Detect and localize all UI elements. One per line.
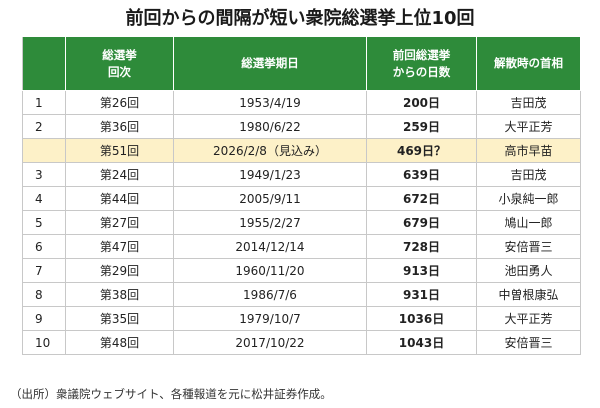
table-row: 6 第47回 2014/12/14 728日 安倍晋三: [22, 234, 581, 259]
table-row: 5 第27回 1955/2/27 679日 鳩山一郎: [22, 210, 581, 235]
cell-pm: 小泉純一郎: [476, 186, 581, 211]
header-days-line2: からの日数: [392, 64, 451, 79]
table-header-row: 総選挙 回次 総選挙期日 前回総選挙 からの日数 解散時の首相: [22, 36, 581, 91]
table-row: 2 第36回 1980/6/22 259日 大平正芳: [22, 114, 581, 139]
cell-election: 第27回: [65, 210, 174, 235]
header-days-line1: 前回総選挙: [392, 47, 451, 62]
cell-pm: 大平正芳: [476, 306, 581, 331]
cell-rank: 10: [22, 330, 66, 355]
header-rank: [22, 36, 66, 91]
table-row: 10 第48回 2017/10/22 1043日 安倍晋三: [22, 330, 581, 355]
cell-election: 第44回: [65, 186, 174, 211]
table-row: 8 第38回 1986/7/6 931日 中曽根康弘: [22, 282, 581, 307]
cell-rank: [22, 138, 66, 163]
cell-date: 1980/6/22: [173, 114, 367, 139]
cell-pm: 高市早苗: [476, 138, 581, 163]
cell-pm: 安倍晋三: [476, 330, 581, 355]
table-row: 3 第24回 1949/1/23 639日 吉田茂: [22, 162, 581, 187]
cell-days: 259日: [366, 114, 477, 139]
cell-rank: 9: [22, 306, 66, 331]
cell-rank: 8: [22, 282, 66, 307]
cell-rank: 3: [22, 162, 66, 187]
cell-rank: 2: [22, 114, 66, 139]
cell-days: 1043日: [366, 330, 477, 355]
cell-election: 第48回: [65, 330, 174, 355]
cell-days: 469日？: [366, 138, 477, 163]
cell-pm: 安倍晋三: [476, 234, 581, 259]
election-ranking-table: 総選挙 回次 総選挙期日 前回総選挙 からの日数 解散時の首相 1 第26回 1…: [22, 36, 581, 355]
cell-pm: 中曽根康弘: [476, 282, 581, 307]
cell-date: 1979/10/7: [173, 306, 367, 331]
cell-date: 1955/2/27: [173, 210, 367, 235]
cell-rank: 6: [22, 234, 66, 259]
cell-date: 1949/1/23: [173, 162, 367, 187]
cell-rank: 5: [22, 210, 66, 235]
cell-rank: 7: [22, 258, 66, 283]
header-election: 総選挙 回次: [65, 36, 174, 91]
table-row: 4 第44回 2005/9/11 672日 小泉純一郎: [22, 186, 581, 211]
cell-pm: 大平正芳: [476, 114, 581, 139]
cell-days: 931日: [366, 282, 477, 307]
table-row: 9 第35回 1979/10/7 1036日 大平正芳: [22, 306, 581, 331]
cell-days: 672日: [366, 186, 477, 211]
cell-date: 2014/12/14: [173, 234, 367, 259]
header-date: 総選挙期日: [173, 36, 367, 91]
cell-days: 1036日: [366, 306, 477, 331]
cell-date: 1986/7/6: [173, 282, 367, 307]
table-row-highlighted: 第51回 2026/2/8（見込み） 469日？ 高市早苗: [22, 138, 581, 163]
table-row: 7 第29回 1960/11/20 913日 池田勇人: [22, 258, 581, 283]
header-days: 前回総選挙 からの日数: [366, 36, 477, 91]
cell-election: 第51回: [65, 138, 174, 163]
cell-date: 2017/10/22: [173, 330, 367, 355]
header-election-line1: 総選挙: [102, 47, 137, 62]
page-title: 前回からの間隔が短い衆院総選挙上位10回: [125, 8, 475, 29]
cell-days: 728日: [366, 234, 477, 259]
cell-election: 第29回: [65, 258, 174, 283]
cell-election: 第24回: [65, 162, 174, 187]
cell-election: 第35回: [65, 306, 174, 331]
table-row: 1 第26回 1953/4/19 200日 吉田茂: [22, 90, 581, 115]
cell-date: 1960/11/20: [173, 258, 367, 283]
cell-days: 679日: [366, 210, 477, 235]
cell-pm: 吉田茂: [476, 162, 581, 187]
cell-pm: 吉田茂: [476, 90, 581, 115]
header-election-line2: 回次: [108, 64, 131, 79]
cell-election: 第26回: [65, 90, 174, 115]
cell-days: 200日: [366, 90, 477, 115]
cell-election: 第36回: [65, 114, 174, 139]
cell-date: 1953/4/19: [173, 90, 367, 115]
cell-date: 2005/9/11: [173, 186, 367, 211]
cell-election: 第47回: [65, 234, 174, 259]
cell-date: 2026/2/8（見込み）: [173, 138, 367, 163]
cell-pm: 鳩山一郎: [476, 210, 581, 235]
header-pm: 解散時の首相: [476, 36, 581, 91]
cell-days: 639日: [366, 162, 477, 187]
cell-rank: 1: [22, 90, 66, 115]
source-note: （出所）衆議院ウェブサイト、各種報道を元に松井証券作成。: [10, 387, 332, 401]
cell-election: 第38回: [65, 282, 174, 307]
cell-rank: 4: [22, 186, 66, 211]
cell-pm: 池田勇人: [476, 258, 581, 283]
cell-days: 913日: [366, 258, 477, 283]
